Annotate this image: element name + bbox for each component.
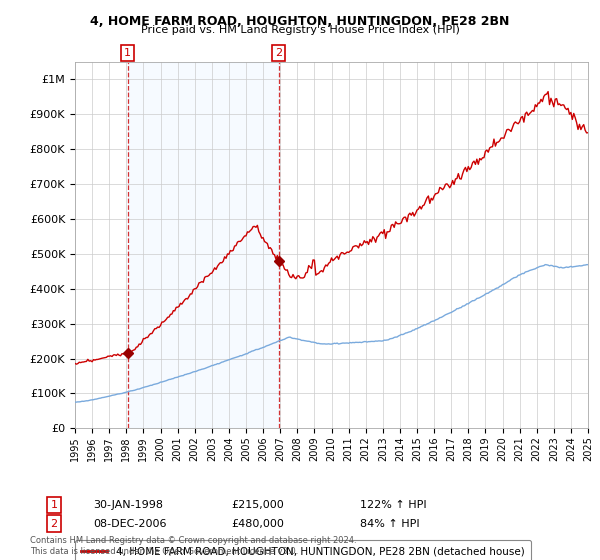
Text: £480,000: £480,000 bbox=[231, 519, 284, 529]
Text: 122% ↑ HPI: 122% ↑ HPI bbox=[360, 500, 427, 510]
Text: 84% ↑ HPI: 84% ↑ HPI bbox=[360, 519, 419, 529]
Text: 2: 2 bbox=[50, 519, 58, 529]
Text: 2: 2 bbox=[275, 48, 283, 58]
Text: Price paid vs. HM Land Registry's House Price Index (HPI): Price paid vs. HM Land Registry's House … bbox=[140, 25, 460, 35]
Text: 1: 1 bbox=[124, 48, 131, 58]
Text: Contains HM Land Registry data © Crown copyright and database right 2024.
This d: Contains HM Land Registry data © Crown c… bbox=[30, 536, 356, 556]
Text: 1: 1 bbox=[50, 500, 58, 510]
Legend: 4, HOME FARM ROAD, HOUGHTON, HUNTINGDON, PE28 2BN (detached house), HPI: Average: 4, HOME FARM ROAD, HOUGHTON, HUNTINGDON,… bbox=[75, 540, 531, 560]
Text: 30-JAN-1998: 30-JAN-1998 bbox=[93, 500, 163, 510]
Text: 08-DEC-2006: 08-DEC-2006 bbox=[93, 519, 167, 529]
Text: 4, HOME FARM ROAD, HOUGHTON, HUNTINGDON, PE28 2BN: 4, HOME FARM ROAD, HOUGHTON, HUNTINGDON,… bbox=[91, 15, 509, 27]
Text: £215,000: £215,000 bbox=[231, 500, 284, 510]
Bar bbox=[128, 62, 279, 428]
